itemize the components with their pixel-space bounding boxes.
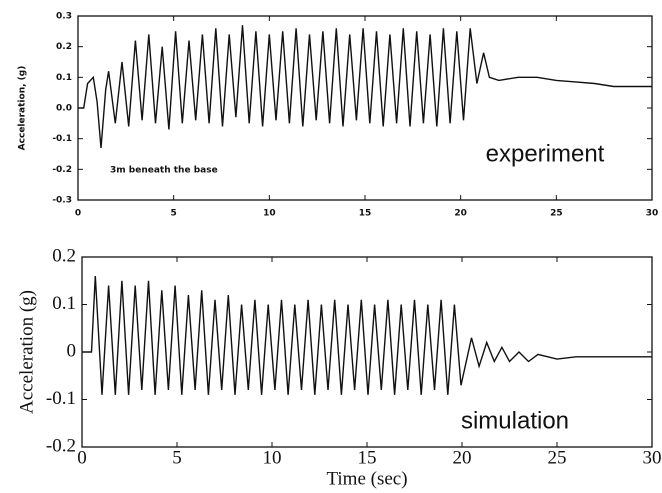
y-tick-label: 0.3	[56, 12, 72, 22]
series-label: simulation	[461, 407, 569, 434]
y-axis-label: Acceleration (g)	[16, 290, 37, 414]
y-tick-label: -0.2	[46, 435, 76, 456]
y-tick-label: 0.2	[56, 42, 72, 52]
x-tick-label: 5	[172, 447, 182, 468]
x-tick-label: 0	[75, 209, 81, 219]
x-tick-label: 5	[171, 209, 177, 219]
x-tick-label: 30	[646, 209, 659, 219]
annotation: 3m beneath the base	[110, 166, 218, 176]
x-tick-label: 15	[359, 209, 372, 219]
x-tick-label: 25	[548, 447, 567, 468]
y-tick-label: 0.0	[56, 104, 72, 114]
y-tick-label: 0	[67, 340, 77, 361]
data-line	[82, 275, 652, 395]
x-tick-label: 0	[77, 447, 87, 468]
y-tick-label: -0.1	[46, 388, 76, 409]
series-label: experiment	[486, 140, 605, 167]
data-line	[78, 25, 652, 148]
y-tick-label: -0.1	[52, 134, 72, 144]
x-tick-label: 10	[263, 209, 276, 219]
x-tick-label: 20	[453, 447, 472, 468]
y-axis-label: Acceleration, (g)	[18, 66, 28, 151]
x-axis-label: Time (sec)	[326, 468, 407, 489]
y-tick-label: 0.1	[56, 73, 72, 83]
x-tick-label: 20	[454, 209, 467, 219]
x-tick-label: 10	[263, 447, 282, 468]
x-tick-label: 30	[643, 447, 662, 468]
y-tick-label: 0.2	[52, 245, 76, 266]
y-tick-label: -0.3	[52, 196, 72, 206]
y-tick-label: -0.2	[52, 165, 72, 175]
x-tick-label: 25	[550, 209, 563, 219]
y-tick-label: 0.1	[52, 293, 76, 314]
x-tick-label: 15	[358, 447, 377, 468]
